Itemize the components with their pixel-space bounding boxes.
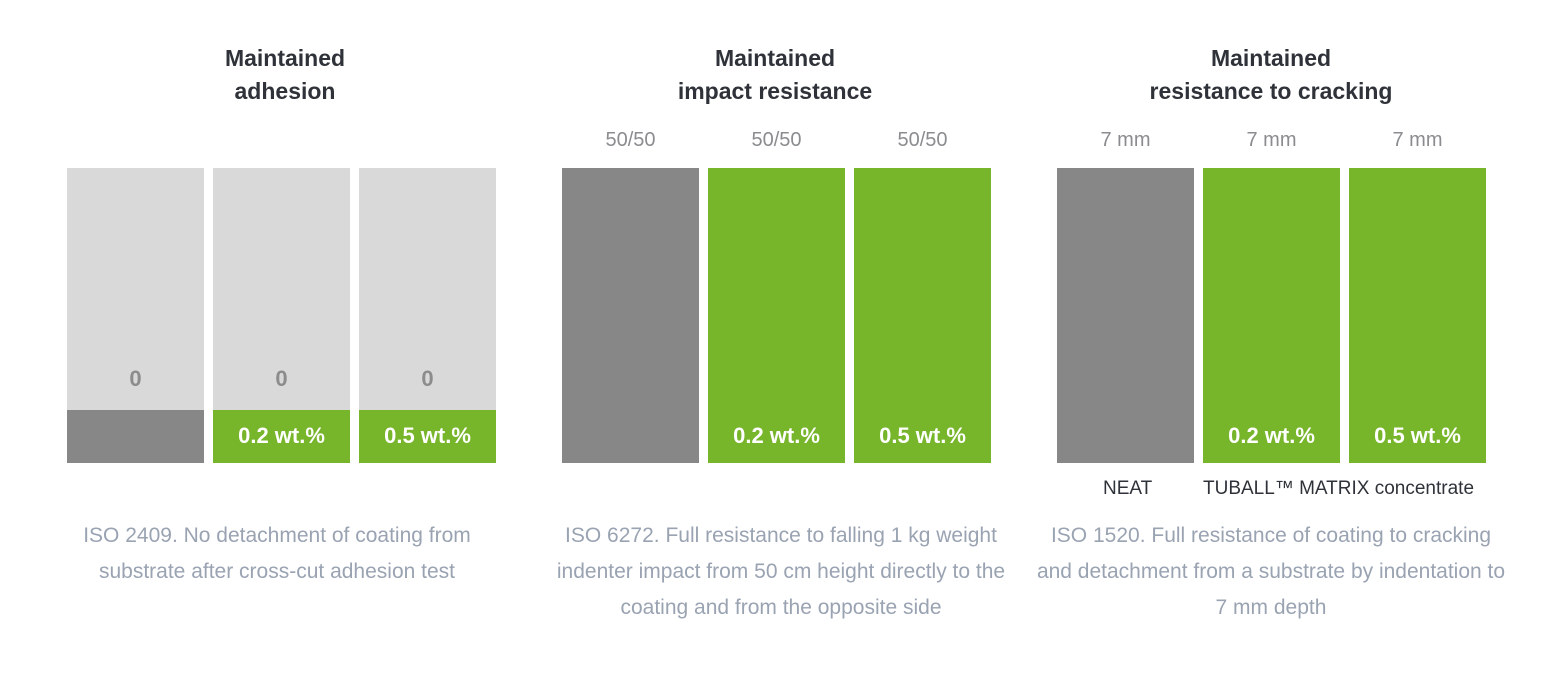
bar-fill	[359, 409, 496, 463]
caption-impact: ISO 6272. Full resistance to falling 1 k…	[556, 524, 1006, 619]
legend-neat: NEAT	[1103, 478, 1153, 499]
bar-fill	[1057, 168, 1194, 463]
bar-1-2: 0.2 wt.%	[213, 168, 350, 463]
panel-title-impact: Maintained impact resistance	[625, 42, 925, 108]
legend-tuball: TUBALL™ MATRIX concentrate	[1203, 478, 1475, 499]
caption-adhesion: ISO 2409. No detachment of coating from …	[83, 524, 471, 583]
bar-fill	[213, 409, 350, 463]
panel-title-cracking: Maintained resistance to cracking	[1121, 42, 1421, 108]
bar-1-3: 0.5 wt.%	[359, 168, 496, 463]
bar-fill	[708, 168, 845, 463]
bar-label: 0.2 wt.%	[1228, 423, 1315, 448]
value-label: 50/50	[751, 129, 802, 151]
value-label: 0	[421, 365, 434, 391]
bar-label: 0.5 wt.%	[384, 423, 471, 448]
value-label: 50/50	[605, 129, 656, 151]
value-label: 0	[275, 365, 288, 391]
panel-title-adhesion: Maintained adhesion	[135, 42, 435, 108]
bar-fill	[67, 409, 204, 463]
bar-2-2: 0.2 wt.%	[708, 168, 845, 463]
bar-3-2: 0.2 wt.%	[1203, 168, 1340, 463]
bar-fill	[1349, 168, 1486, 463]
panel-title-line-1: Maintained	[1210, 45, 1332, 71]
panel-title-line-2: resistance to cracking	[1149, 78, 1393, 104]
panel-title-line-2: adhesion	[234, 78, 336, 104]
bar-2-3: 0.5 wt.%	[854, 168, 991, 463]
bar-fill	[854, 168, 991, 463]
bar-label: 0.5 wt.%	[879, 423, 966, 448]
bar-fill	[1203, 168, 1340, 463]
bar-fill	[562, 168, 699, 463]
caption-cracking: ISO 1520. Full resistance of coating to …	[1036, 524, 1506, 619]
bar-3-3: 0.5 wt.%	[1349, 168, 1486, 463]
bar-1-1	[67, 168, 204, 463]
value-label: 7 mm	[1100, 129, 1151, 151]
value-label: 7 mm	[1246, 129, 1297, 151]
bar-label: 0.2 wt.%	[733, 423, 820, 448]
panel-title-line-2: impact resistance	[677, 78, 873, 104]
panel-title-line-1: Maintained	[714, 45, 836, 71]
value-label: 7 mm	[1392, 129, 1443, 151]
value-label: 0	[129, 365, 142, 391]
bar-label: 0.5 wt.%	[1374, 423, 1461, 448]
bar-2-1	[562, 168, 699, 463]
value-label: 50/50	[897, 129, 948, 151]
bar-label: 0.2 wt.%	[238, 423, 325, 448]
bar-3-1	[1057, 168, 1194, 463]
panel-title-line-1: Maintained	[224, 45, 346, 71]
